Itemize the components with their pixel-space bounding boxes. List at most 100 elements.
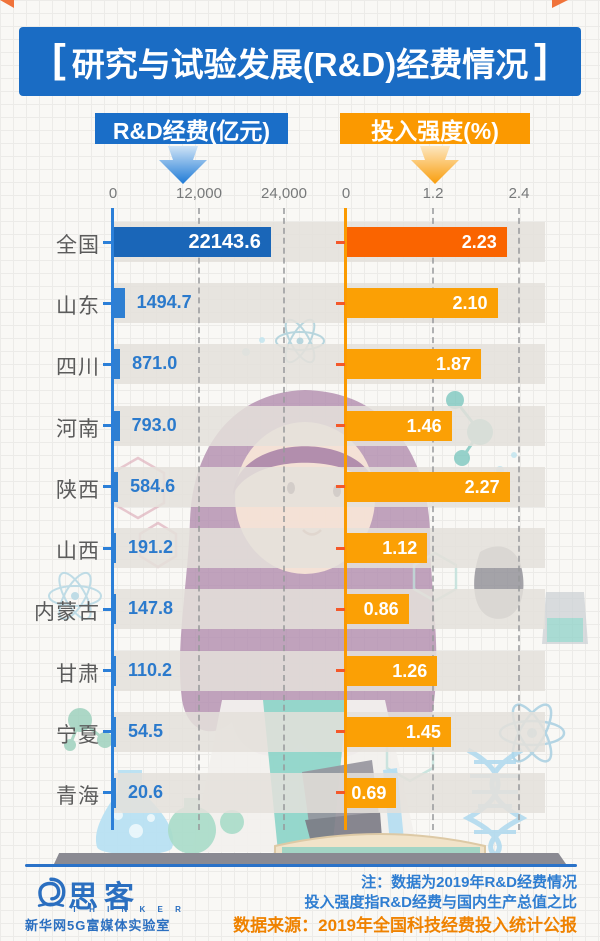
axis-tick-mark <box>336 240 345 244</box>
title-bracket-left: [ <box>52 37 66 81</box>
value-label: 1.87 <box>435 354 472 375</box>
category-label: 山西 <box>56 540 100 564</box>
category-label: 宁夏 <box>56 723 100 747</box>
value-label: 20.6 <box>128 781 164 802</box>
desk-underline <box>25 864 577 867</box>
category-label: 陕西 <box>56 478 100 502</box>
page-title: 研究与试验发展(R&D)经费情况 <box>71 45 529 83</box>
value-label: 1.45 <box>405 721 441 742</box>
axis-tick-mark <box>103 791 112 795</box>
row-stripe <box>112 650 545 691</box>
page-title-banner: [ 研究与试验发展(R&D)经费情况 ] <box>19 27 581 96</box>
desk <box>54 853 566 864</box>
axis-tick-mark <box>103 607 112 611</box>
bar-expenditure <box>114 533 116 564</box>
value-label: 1.46 <box>406 415 442 436</box>
axis-tick-mark <box>336 546 345 550</box>
gridline <box>283 208 285 830</box>
bar-expenditure <box>114 655 116 686</box>
value-label: 22143.6 <box>188 231 261 253</box>
bar-expenditure <box>114 777 116 808</box>
value-label: 110.2 <box>128 659 173 680</box>
legend-rd-expenditure-label: R&D经费(亿元) <box>112 117 271 144</box>
category-label: 全国 <box>56 234 100 257</box>
bar-intensity: 2.23 <box>347 227 507 257</box>
row-stripe <box>112 405 545 446</box>
value-label: 2.10 <box>452 293 488 314</box>
axis-tick-label: 0 <box>341 185 351 202</box>
axis-tick-mark <box>336 424 345 428</box>
beaker-icon <box>542 592 588 644</box>
axis-tick-mark <box>336 362 345 366</box>
bar-intensity: 2.27 <box>347 471 510 502</box>
category-label: 内蒙古 <box>34 601 100 625</box>
value-label: 871.0 <box>132 353 178 374</box>
axis-tick-label: 0 <box>108 185 118 202</box>
bar-expenditure <box>114 716 116 747</box>
axis-tick-mark <box>336 730 345 734</box>
category-label: 青海 <box>56 784 100 808</box>
axis-tick-mark <box>103 362 112 366</box>
value-label: 1.12 <box>382 538 418 559</box>
axis-line <box>344 208 347 830</box>
brand-subname: T H I N K E R <box>72 905 186 914</box>
value-label: 584.6 <box>130 475 176 496</box>
bar-expenditure <box>114 594 116 625</box>
category-label: 四川 <box>56 356 100 380</box>
axis-line <box>111 208 114 830</box>
brand-name: 思客 <box>68 881 140 914</box>
organization-name: 新华网5G富媒体实验室 <box>25 918 171 933</box>
book-icon <box>274 833 486 857</box>
axis-tick-label: 2.4 <box>508 185 530 202</box>
note-line-1: 注：数据为2019年R&D经费情况 <box>361 874 577 891</box>
gridline <box>432 208 434 830</box>
category-label: 甘肃 <box>56 662 100 686</box>
row-stripe <box>112 528 545 569</box>
bar-expenditure <box>114 288 125 319</box>
axis-tick-mark <box>336 607 345 611</box>
bar-expenditure <box>114 471 119 502</box>
axis-tick-label: 1.2 <box>422 185 444 202</box>
title-bracket-right: ] <box>534 37 548 81</box>
row-stripe <box>112 589 545 630</box>
axis-tick-mark <box>103 730 112 734</box>
category-label: 河南 <box>56 417 100 441</box>
axis-tick-mark <box>103 240 112 244</box>
bar-expenditure: 22143.6 <box>114 227 271 257</box>
bar-intensity: 1.45 <box>347 716 451 747</box>
value-label: 0.69 <box>351 782 387 803</box>
axis-tick-mark <box>103 485 112 489</box>
bangs <box>233 446 377 495</box>
bar-expenditure <box>114 349 121 380</box>
note-line-2: 投入强度指R&D经费与国内生产总值之比 <box>304 894 578 911</box>
thinker-logo-icon <box>37 877 66 907</box>
value-label: 54.5 <box>128 720 164 741</box>
value-label: 2.23 <box>461 232 497 252</box>
axis-tick-mark <box>103 424 112 428</box>
category-label: 山东 <box>56 295 100 319</box>
legend-intensity: 投入强度(%) <box>340 113 530 144</box>
axis-tick-mark <box>103 301 112 305</box>
value-label: 191.2 <box>128 537 174 558</box>
value-label: 1.26 <box>392 660 428 681</box>
axis-tick-mark <box>336 301 345 305</box>
atom-icon-left <box>48 571 102 621</box>
arrow-down-blue-icon <box>159 146 207 184</box>
axis-tick-label: 24,000 <box>261 185 307 202</box>
row-stripe <box>112 772 545 813</box>
bar-intensity: 2.10 <box>347 288 498 319</box>
axis-tick-mark <box>103 669 112 673</box>
bar-intensity: 1.46 <box>347 410 452 441</box>
row-stripe <box>112 711 545 752</box>
bar-intensity: 1.87 <box>347 349 482 380</box>
bar-intensity: 0.69 <box>347 777 397 808</box>
bar-intensity: 0.86 <box>347 594 409 625</box>
corner-pin-left <box>0 0 14 8</box>
legend-intensity-label: 投入强度(%) <box>371 117 499 144</box>
arrow-down-orange-icon <box>411 146 459 184</box>
gridline <box>518 208 520 830</box>
bar-intensity: 1.12 <box>347 533 428 564</box>
bar-expenditure <box>114 410 120 441</box>
axis-tick-mark <box>336 669 345 673</box>
